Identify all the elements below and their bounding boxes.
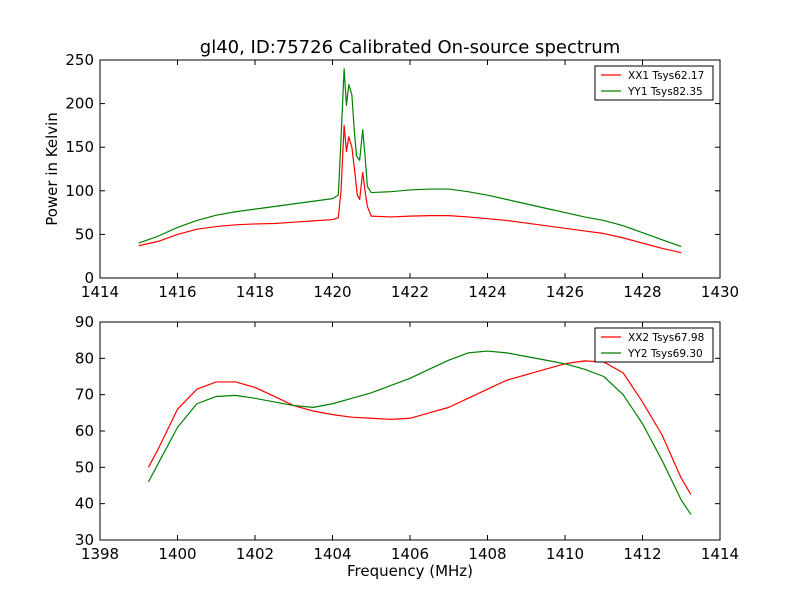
top-series-line-green (138, 68, 682, 248)
top-plot-area (138, 68, 682, 254)
bottom-x-axis-label: Frequency (MHz) (347, 562, 473, 580)
top-x-tick-label: 1414 (81, 283, 119, 301)
bottom-legend-box (594, 327, 714, 363)
top-x-tick-label: 1424 (468, 283, 506, 301)
bottom-plot-area (147, 350, 692, 515)
bottom-x-tick-label: 1410 (546, 545, 584, 563)
top-x-tick-label: 1428 (623, 283, 661, 301)
top-x-tick-label: 1430 (701, 283, 739, 301)
bottom-x-tick-label: 1398 (81, 545, 119, 563)
top-y-tick-label: 0 (84, 269, 94, 287)
top-x-tick-label: 1420 (313, 283, 351, 301)
bottom-y-tick-label: 90 (75, 313, 94, 331)
top-x-tick-label: 1418 (236, 283, 274, 301)
bottom-x-tick-label: 1402 (236, 545, 274, 563)
bottom-y-tick-label: 60 (75, 422, 94, 440)
top-x-tick-label: 1416 (158, 283, 196, 301)
bottom-legend-label: YY2 Tsys69.30 (627, 348, 703, 360)
top-y-tick-label: 250 (65, 51, 94, 69)
top-legend-label: YY1 Tsys82.35 (627, 86, 703, 98)
top-legend-box (594, 65, 714, 101)
top-y-axis-label: Power in Kelvin (43, 112, 61, 226)
bottom-series-line-red (147, 360, 692, 495)
bottom-series-line-green (147, 350, 692, 515)
bottom-y-tick-label: 40 (75, 495, 94, 513)
bottom-x-tick-label: 1406 (391, 545, 429, 563)
top-y-tick-label: 150 (65, 138, 94, 156)
bottom-x-tick-label: 1408 (468, 545, 506, 563)
bottom-x-tick-label: 1404 (313, 545, 351, 563)
top-y-tick-label: 100 (65, 182, 94, 200)
top-y-tick-label: 200 (65, 95, 94, 113)
chart-title: gl40, ID:75726 Calibrated On-source spec… (200, 37, 620, 58)
top-series-line-red (138, 124, 682, 254)
bottom-y-tick-label: 80 (75, 349, 94, 367)
top-legend: XX1 Tsys62.17 YY1 Tsys82.35 (594, 65, 714, 101)
top-y-tick-label: 50 (75, 225, 94, 243)
bottom-x-tick-label: 1412 (623, 545, 661, 563)
top-x-tick-label: 1422 (391, 283, 429, 301)
bottom-x-tick-label: 1400 (158, 545, 196, 563)
bottom-legend-label: XX2 Tsys67.98 (628, 332, 704, 344)
bottom-y-tick-label: 50 (75, 458, 94, 476)
top-legend-label: XX1 Tsys62.17 (628, 70, 704, 82)
bottom-y-tick-label: 30 (75, 531, 94, 549)
bottom-legend: XX2 Tsys67.98 YY2 Tsys69.30 (594, 327, 714, 363)
top-x-tick-label: 1426 (546, 283, 584, 301)
bottom-x-tick-label: 1414 (701, 545, 739, 563)
bottom-y-tick-label: 70 (75, 386, 94, 404)
top-panel: 1414 1416 1418 1420 1422 1424 1426 1428 1430 0 50 1… (43, 51, 739, 301)
bottom-panel: 1398 1400 1402 1404 1406 1408 1410 1412 1414 30 40… (75, 313, 739, 580)
